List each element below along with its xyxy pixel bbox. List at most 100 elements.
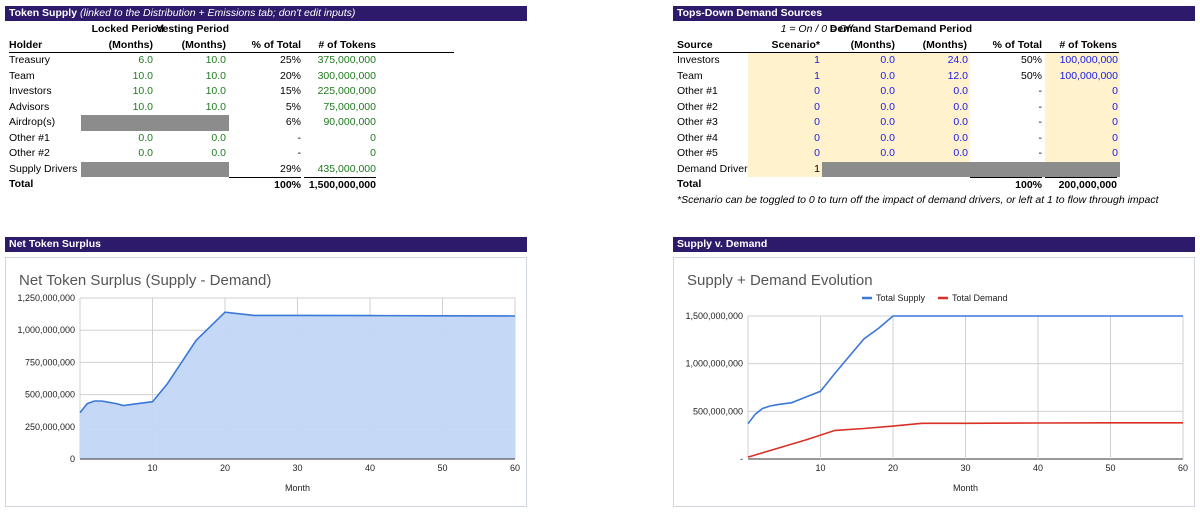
supply-pct: 5% [285,100,301,113]
demand-pct-header: % of Total [992,38,1042,51]
token-supply-note: (linked to the Distribution + Emissions … [79,7,356,19]
demand-tokens[interactable]: 0 [1045,130,1120,146]
vesting-period-header: Vesting Period [156,23,229,35]
x-axis-label: Month [953,483,978,493]
x-tick-label: 60 [510,463,520,473]
demand-sources-table: 1 = On / 0 = Off Demand Start Demand Per… [673,22,1193,212]
demand-scenario[interactable]: 1 [748,68,822,84]
demand-period[interactable]: 0.0 [895,99,970,115]
tokens-header: # of Tokens [318,38,376,51]
scenario-col-header: Scenario* [771,38,820,51]
demand-start[interactable]: 0.0 [822,130,895,146]
vesting-months-header: (Months) [181,38,226,51]
demand-row: Other #2 0 0.0 0.0-0 [673,99,1120,115]
demand-scenario[interactable]: 1 [748,53,822,69]
demand-pct: 50% [1020,54,1042,66]
demand-tokens[interactable]: 100,000,000 [1045,68,1120,84]
demand-sources-header: Tops-Down Demand Sources [673,6,1195,21]
x-tick-label: 40 [365,463,375,473]
demand-scenario[interactable]: 0 [748,84,822,100]
supply-pct: 25% [279,54,301,66]
supply-locked[interactable]: 10.0 [132,85,153,97]
supply-locked[interactable]: 0.0 [138,131,153,144]
supply-locked[interactable]: 10.0 [132,100,153,113]
toggle-note: 1 = On / 0 = Off [780,23,853,35]
supply-row: Advisors 10.0 10.0 5% 75,000,000 [9,100,454,116]
demand-start[interactable]: 0.0 [822,53,895,69]
y-tick-label: 0 [70,454,75,464]
legend-label: Total Demand [952,293,1008,303]
y-tick-label: 1,250,000,000 [17,293,75,303]
supply-vesting[interactable]: 10.0 [205,54,226,66]
supply-tokens: 375,000,000 [317,54,376,66]
supply-pct: 6% [285,116,301,128]
demand-tokens[interactable]: 0 [1045,146,1120,162]
demand-row: Other #3 0 0.0 0.0-0 [673,115,1120,131]
y-tick-label: 500,000,000 [25,390,75,400]
supply-tokens: 0 [370,131,376,144]
supply-vesting[interactable]: 10.0 [205,69,226,82]
demand-period[interactable]: 0.0 [895,115,970,131]
y-tick-label: 1,000,000,000 [685,359,743,369]
surplus-area [80,312,515,459]
y-tick-label: - [740,454,743,464]
demand-period[interactable]: 24.0 [895,53,970,69]
demand-start[interactable]: 0.0 [822,99,895,115]
total-demand-line [747,422,1183,458]
start-months-header: (Months) [850,38,895,51]
demand-pct: - [1038,116,1043,128]
demand-period[interactable]: 0.0 [895,130,970,146]
pct-total-header: % of Total [251,38,301,51]
supply-demand-svg: Supply + Demand Evolution - 500,000,000 1,0… [685,272,1188,493]
demand-period[interactable]: 0.0 [895,84,970,100]
y-tick-label: 500,000,000 [693,406,743,416]
demand-start[interactable]: 0.0 [822,68,895,84]
demand-start[interactable]: 0.0 [822,84,895,100]
demand-period[interactable]: 0.0 [895,146,970,162]
demand-row: Team 1 0.0 12.0 50% 100,000,000 [673,68,1120,84]
supply-locked[interactable]: 0.0 [138,147,153,159]
source-col-header: Source [677,38,713,51]
demand-start[interactable]: 0.0 [822,146,895,162]
supply-tokens: 0 [370,147,376,159]
demand-tokens[interactable]: 0 [1045,84,1120,100]
x-tick-label: 30 [960,463,970,473]
demand-source: Other #3 [677,116,718,128]
supply-vesting[interactable]: 0.0 [211,147,226,159]
supply-grey-block [81,115,229,131]
demand-drivers-scenario[interactable]: 1 [748,161,822,177]
demand-scenario[interactable]: 0 [748,146,822,162]
demand-scenario[interactable]: 0 [748,130,822,146]
supply-vesting[interactable]: 10.0 [205,85,226,97]
demand-source: Team [677,69,703,82]
supply-holder: Treasury [9,54,51,66]
demand-pct: - [1038,85,1043,97]
net-surplus-header: Net Token Surplus [5,237,527,252]
demand-tokens[interactable]: 0 [1045,115,1120,131]
demand-drivers-label: Demand Drivers [677,162,753,175]
supply-demand-chart: Supply + Demand Evolution - 500,000,000 1,0… [673,257,1195,507]
x-axis-label: Month [285,483,310,493]
demand-period[interactable]: 12.0 [895,68,970,84]
net-surplus-svg: Net Token Surplus (Supply - Demand) 0 250,… [17,272,520,493]
demand-scenario[interactable]: 0 [748,115,822,131]
x-tick-label: 50 [1105,463,1115,473]
y-tick-label: 250,000,000 [25,422,75,432]
supply-total-tokens: 1,500,000,000 [304,177,376,193]
x-tick-label: 40 [1033,463,1043,473]
supply-vesting[interactable]: 10.0 [205,100,226,113]
scenario-footnote: *Scenario can be toggled to 0 to turn of… [677,193,1159,206]
token-supply-header: Token Supply (linked to the Distribution… [5,6,527,21]
supply-locked[interactable]: 6.0 [138,54,153,66]
demand-start[interactable]: 0.0 [822,115,895,131]
supply-locked[interactable]: 10.0 [132,69,153,82]
supply-vesting[interactable]: 0.0 [211,131,226,144]
demand-scenario[interactable]: 0 [748,99,822,115]
demand-tokens[interactable]: 100,000,000 [1045,53,1120,69]
supply-demand-header: Supply v. Demand [673,237,1195,252]
demand-tokens[interactable]: 0 [1045,99,1120,115]
supply-holder: Advisors [9,100,50,113]
supply-tokens: 75,000,000 [323,100,376,113]
holder-col-header: Holder [9,38,43,51]
demand-row: Investors 1 0.0 24.0 50% 100,000,000 [673,53,1120,69]
